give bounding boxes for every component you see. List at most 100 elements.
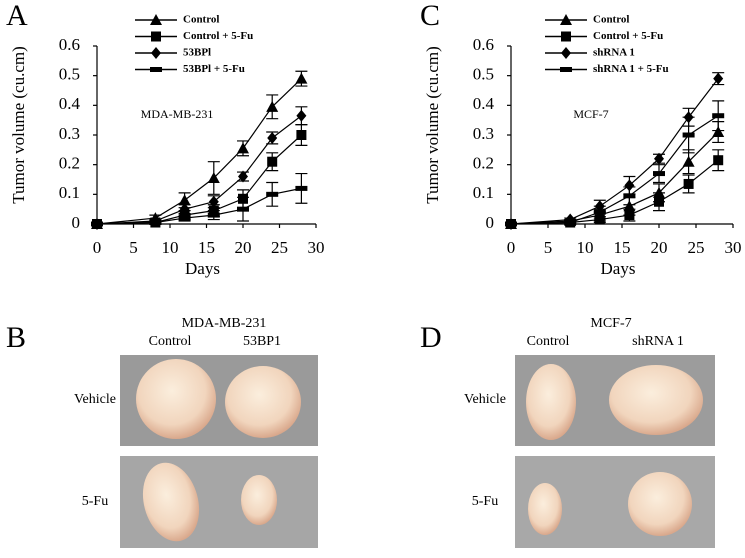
marker — [560, 14, 572, 25]
marker — [564, 220, 577, 226]
series-line — [510, 131, 719, 225]
marker — [149, 220, 162, 226]
y-axis-label: Tumor volume (cu.cm) — [9, 46, 28, 204]
row-label: 5-Fu — [82, 494, 108, 509]
x-tick-label: 20 — [651, 238, 668, 257]
tumor — [136, 359, 216, 439]
legend-label: shRNA 1 + 5-Fu — [593, 63, 669, 75]
legend-label: Control — [183, 14, 219, 26]
y-tick-label: 0.3 — [473, 124, 494, 143]
marker — [150, 14, 162, 25]
marker — [178, 215, 191, 221]
marker — [179, 203, 190, 216]
tumor — [609, 365, 703, 435]
marker — [560, 67, 572, 72]
x-tick-label: 30 — [725, 238, 742, 257]
marker — [266, 100, 279, 112]
y-tick-label: 0.2 — [473, 154, 494, 173]
marker — [296, 109, 307, 122]
y-axis-label: Tumor volume (cu.cm) — [423, 46, 442, 204]
legend-label: shRNA 1 — [593, 47, 635, 59]
photo-title: MDA-MB-231 — [182, 316, 267, 331]
marker — [267, 131, 278, 144]
marker — [207, 172, 220, 184]
x-axis-label: Days — [185, 259, 220, 278]
tumor — [225, 366, 301, 438]
marker — [654, 196, 664, 207]
x-tick-label: 20 — [235, 238, 252, 257]
y-tick-label: 0.4 — [59, 94, 81, 113]
marker — [593, 209, 606, 215]
marker — [91, 221, 103, 227]
y-tick-label: 0.6 — [473, 35, 494, 54]
marker — [151, 47, 161, 59]
y-tick-label: 0 — [486, 213, 495, 232]
x-axis-label: Days — [601, 259, 636, 278]
marker — [505, 221, 517, 227]
panel-label: A — [6, 0, 28, 32]
x-tick-label: 15 — [614, 238, 631, 257]
y-tick-label: 0.5 — [59, 65, 80, 84]
y-tick-label: 0.1 — [59, 183, 80, 202]
y-tick-label: 0 — [72, 213, 81, 232]
annotation: MCF-7 — [573, 107, 608, 121]
x-tick-label: 15 — [198, 238, 215, 257]
y-tick-label: 0.3 — [59, 124, 80, 143]
marker — [623, 193, 636, 199]
x-tick-label: 10 — [577, 238, 594, 257]
marker — [295, 72, 308, 84]
legend-label: Control — [593, 14, 629, 26]
tumor — [628, 472, 692, 536]
row-label: Vehicle — [464, 392, 506, 407]
legend-label: Control + 5-Fu — [593, 30, 663, 42]
marker — [267, 156, 278, 167]
marker — [207, 212, 220, 218]
row-label: Vehicle — [74, 392, 116, 407]
photo-title: MCF-7 — [590, 316, 631, 331]
series-line — [510, 78, 719, 225]
y-tick-label: 0.5 — [473, 65, 494, 84]
tumor — [142, 462, 200, 542]
legend-label: 53BPl — [183, 47, 211, 59]
tumor — [241, 475, 277, 525]
x-tick-label: 0 — [93, 238, 102, 257]
legend-label: Control + 5-Fu — [183, 30, 253, 42]
x-tick-label: 5 — [544, 238, 553, 257]
y-tick-label: 0.2 — [59, 154, 80, 173]
marker — [151, 31, 161, 42]
x-tick-label: 30 — [308, 238, 325, 257]
row-label: 5-Fu — [472, 494, 498, 509]
marker — [682, 132, 695, 138]
marker — [594, 214, 605, 225]
marker — [237, 142, 249, 154]
legend-label: 53BPl + 5-Fu — [183, 63, 245, 75]
series-line — [96, 78, 302, 225]
x-tick-label: 5 — [129, 238, 138, 257]
marker — [623, 200, 636, 212]
series-line — [510, 159, 719, 225]
marker — [561, 47, 571, 59]
panel-label: B — [6, 321, 26, 354]
marker — [150, 67, 162, 72]
tumor — [528, 483, 562, 535]
annotation: MDA-MB-231 — [141, 107, 214, 121]
marker — [653, 171, 665, 177]
marker — [238, 170, 248, 183]
series-line — [96, 134, 302, 225]
marker — [178, 194, 191, 206]
y-tick-label: 0.4 — [473, 94, 495, 113]
marker — [295, 185, 308, 191]
column-label: 53BP1 — [243, 334, 281, 349]
x-tick-label: 25 — [688, 238, 705, 257]
marker — [654, 152, 664, 165]
column-label: Control — [149, 334, 192, 349]
photos — [120, 355, 715, 548]
panel-label: D — [420, 321, 442, 354]
marker — [624, 179, 635, 192]
x-tick-label: 10 — [162, 238, 179, 257]
marker — [713, 155, 724, 166]
column-label: Control — [527, 334, 570, 349]
series-line — [510, 115, 719, 225]
marker — [713, 72, 724, 85]
